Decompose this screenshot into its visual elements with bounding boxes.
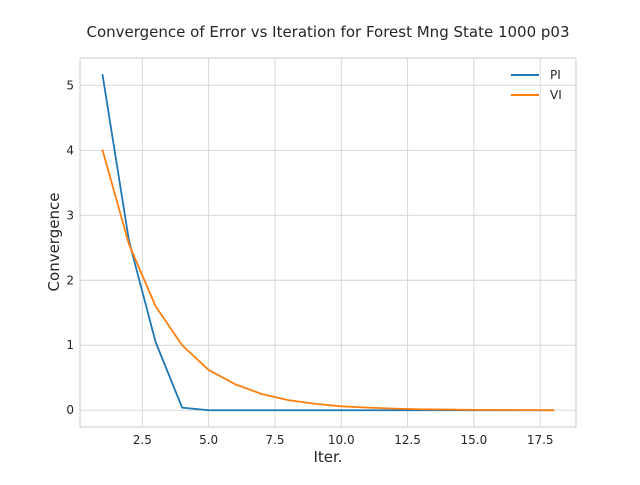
y-tick-label: 5 bbox=[66, 78, 74, 92]
series-lines bbox=[101, 74, 555, 412]
series-line-vi bbox=[101, 149, 555, 412]
y-axis-label: Convergence bbox=[45, 193, 63, 292]
chart-title: Convergence of Error vs Iteration for Fo… bbox=[86, 23, 569, 41]
legend-label-pi: PI bbox=[550, 68, 561, 82]
y-tick-label: 0 bbox=[66, 403, 74, 417]
y-tick-label: 2 bbox=[66, 273, 74, 287]
x-tick-label: 2.5 bbox=[133, 433, 152, 447]
x-tick-label: 7.5 bbox=[265, 433, 284, 447]
y-axis-ticks: 0 1 2 3 4 5 bbox=[66, 78, 74, 417]
y-tick-label: 4 bbox=[66, 143, 74, 157]
y-tick-label: 3 bbox=[66, 208, 74, 222]
plot-frame bbox=[79, 57, 577, 428]
x-tick-label: 5.0 bbox=[199, 433, 218, 447]
x-tick-label: 15.0 bbox=[461, 433, 488, 447]
grid bbox=[80, 58, 576, 427]
legend-label-vi: VI bbox=[550, 88, 562, 102]
x-axis-label: Iter. bbox=[313, 448, 342, 466]
x-tick-label: 17.5 bbox=[527, 433, 554, 447]
x-axis-ticks: 2.5 5.0 7.5 10.0 12.5 15.0 17.5 bbox=[133, 433, 554, 447]
legend: PI VI bbox=[511, 68, 562, 102]
x-tick-label: 10.0 bbox=[328, 433, 355, 447]
y-tick-label: 1 bbox=[66, 338, 74, 352]
x-tick-label: 12.5 bbox=[394, 433, 421, 447]
